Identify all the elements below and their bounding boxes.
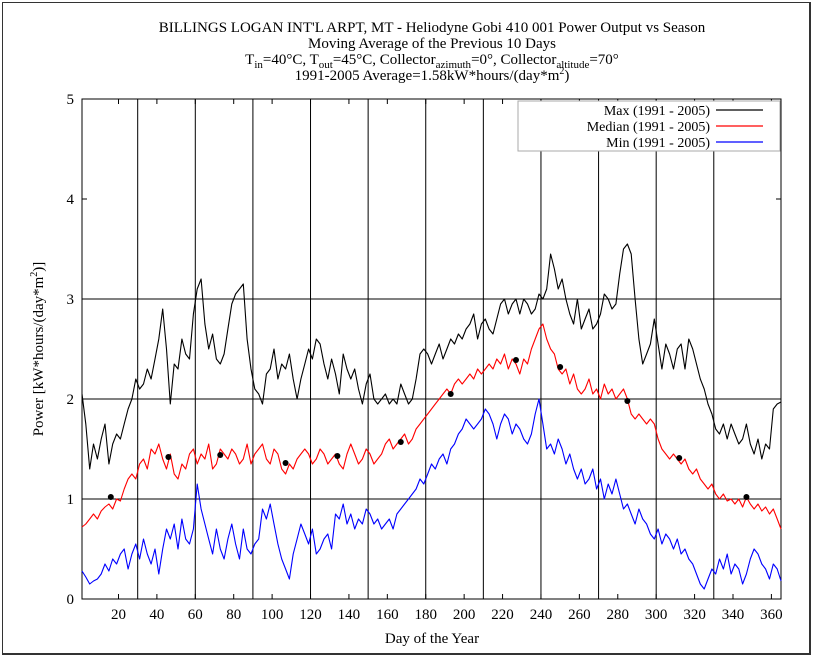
average-marker: [165, 454, 172, 460]
axis-ticks: 20 40 60 80 100 120 140 160 180 200 220 240 260 280 30…: [67, 92, 783, 623]
average-marker: [282, 460, 289, 466]
x-tick-label: 320: [683, 607, 706, 623]
x-tick-label: 120: [299, 607, 322, 623]
x-tick-label: 220: [491, 607, 514, 623]
x-tick-label: 160: [376, 607, 399, 623]
x-axis-label: Day of the Year: [385, 631, 479, 647]
median-series-line: [81, 323, 782, 530]
average-marker: [334, 453, 341, 459]
x-tick-label: 180: [414, 607, 437, 623]
y-tick-label: 5: [67, 92, 75, 108]
plot-area: [81, 98, 782, 600]
x-tick-label: 340: [722, 607, 745, 623]
y-tick-label: 2: [67, 392, 75, 408]
legend-label-median: Median (1991 - 2005): [587, 120, 711, 135]
chart-title: BILLINGS LOGAN INT'L ARPT, MT - Heliodyn…: [159, 20, 706, 84]
grid-lines: [82, 99, 781, 599]
min-series-line: [81, 398, 782, 590]
title-line-1: BILLINGS LOGAN INT'L ARPT, MT - Heliodyn…: [159, 20, 706, 36]
average-marker: [107, 494, 114, 500]
title-line-4: 1991-2005 Average=1.58kW*hours/(day*m2): [295, 66, 570, 84]
average-markers: [107, 357, 750, 500]
average-marker: [512, 357, 519, 363]
x-tick-label: 300: [645, 607, 668, 623]
max-series-line: [81, 243, 782, 470]
x-tick-label: 240: [530, 607, 553, 623]
legend-label-min: Min (1991 - 2005): [606, 136, 710, 151]
y-tick-label: 3: [67, 292, 75, 308]
average-marker: [447, 391, 454, 397]
y-tick-label: 4: [67, 192, 75, 208]
average-marker: [624, 398, 631, 404]
average-marker: [676, 455, 683, 461]
x-tick-label: 80: [226, 607, 241, 623]
title-line-3: Tin=40°C, Tout=45°C, Collectorazimuth=0°…: [245, 52, 619, 71]
average-marker: [557, 364, 564, 370]
average-marker: [217, 452, 224, 458]
title-line-2: Moving Average of the Previous 10 Days: [308, 36, 556, 52]
x-tick-label: 280: [607, 607, 630, 623]
x-tick-label: 100: [261, 607, 284, 623]
series-lines: [81, 243, 782, 590]
x-tick-label: 140: [338, 607, 361, 623]
x-tick-label: 60: [188, 607, 203, 623]
x-tick-label: 40: [149, 607, 164, 623]
legend: Max (1991 - 2005) Median (1991 - 2005) M…: [517, 100, 781, 152]
y-tick-label: 0: [67, 592, 75, 608]
x-tick-label: 360: [760, 607, 783, 623]
x-tick-label: 200: [453, 607, 476, 623]
x-tick-label: 260: [568, 607, 591, 623]
average-marker: [397, 439, 404, 445]
y-axis-label: Power [kW*hours/(day*m2)]: [29, 262, 47, 437]
x-tick-label: 20: [111, 607, 126, 623]
legend-label-max: Max (1991 - 2005): [604, 104, 710, 119]
y-tick-label: 1: [67, 492, 75, 508]
average-marker: [743, 494, 750, 500]
